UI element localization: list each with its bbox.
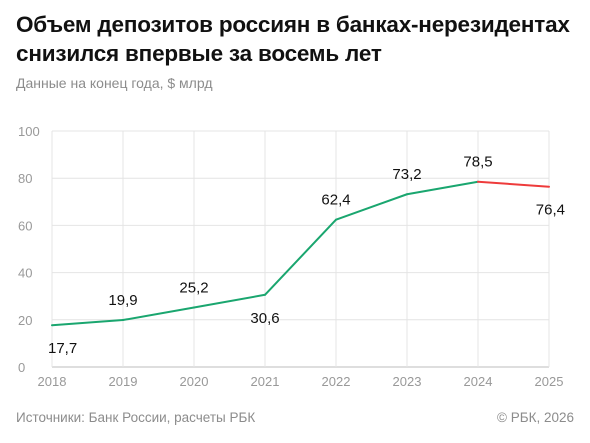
x-tick-label: 2022 [322,374,351,389]
x-tick-label: 2024 [464,374,493,389]
data-label: 25,2 [179,280,208,297]
series-line-segment [122,306,195,322]
series-line-segment [193,293,266,309]
data-label: 62,4 [321,192,350,209]
x-tick-label: 2019 [109,374,138,389]
chart-title: Объем депозитов россиян в банках-нерезид… [16,12,570,66]
x-tick-label: 2025 [535,374,564,389]
series-line-segment [477,180,550,188]
y-tick-label: 80 [18,171,32,186]
series-line-segment [406,180,479,196]
y-tick-label: 60 [18,218,32,233]
y-tick-label: 40 [18,266,32,281]
x-tick-label: 2020 [180,374,209,389]
source-note: Источники: Банк России, расчеты РБК [16,410,256,425]
y-tick-label: 20 [18,313,32,328]
series-line-segment [51,319,124,327]
x-tick-label: 2021 [251,374,280,389]
y-tick-label: 0 [18,360,25,375]
x-tick-label: 2018 [38,374,67,389]
data-label: 73,2 [392,166,421,183]
data-label: 30,6 [250,310,279,327]
data-label: 19,9 [108,292,137,309]
series-line-segment [264,218,337,296]
copyright: © РБК, 2026 [497,410,574,425]
data-label: 78,5 [463,154,492,171]
x-tick-label: 2023 [393,374,422,389]
y-tick-label: 100 [18,124,40,139]
series-line-segment [335,193,408,221]
data-label: 76,4 [536,202,565,219]
data-label: 17,7 [48,340,77,357]
chart-subtitle: Данные на конец года, $ млрд [16,75,213,91]
